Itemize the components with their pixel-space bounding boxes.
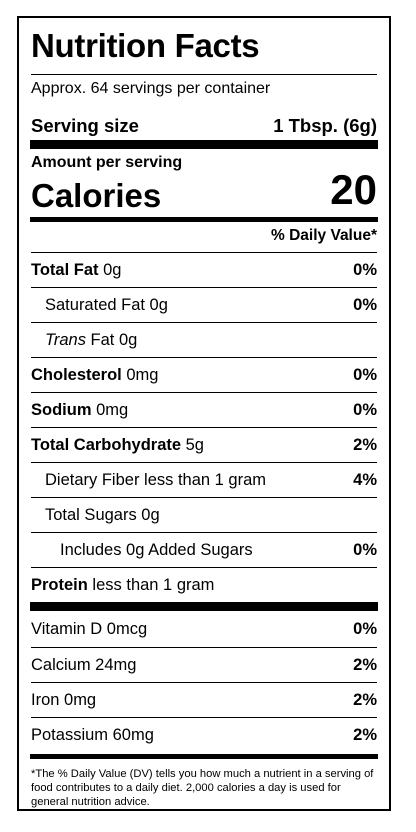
nutrient-name: Total Carbohydrate bbox=[31, 436, 182, 454]
nutrient-name: Total Fat bbox=[31, 261, 99, 279]
calories-label: Calories bbox=[31, 177, 162, 214]
nutrient-name: Total Sugars 0g bbox=[45, 506, 160, 524]
nutrient-dv: 0% bbox=[353, 296, 377, 314]
daily-value-header: % Daily Value* bbox=[271, 227, 377, 244]
nutrient-dv: 4% bbox=[353, 471, 377, 489]
divider bbox=[31, 392, 377, 393]
nutrient-name: Trans bbox=[45, 331, 86, 349]
divider bbox=[31, 462, 377, 463]
vitamin-name: Iron 0mg bbox=[31, 691, 97, 709]
nutrition-facts-label: Nutrition Facts Approx. 64 servings per … bbox=[17, 16, 391, 811]
divider bbox=[31, 567, 377, 568]
nutrient-row-added-sugars: Includes 0g Added Sugars 0% bbox=[31, 533, 377, 567]
medium-divider bbox=[30, 754, 378, 759]
divider bbox=[31, 532, 377, 533]
vitamin-dv: 2% bbox=[353, 691, 377, 709]
nutrient-amount: 0mg bbox=[91, 401, 129, 419]
nutrient-name: Cholesterol bbox=[31, 366, 122, 384]
vitamin-row-calcium: Calcium 24mg 2% bbox=[31, 648, 377, 682]
calories-value: 20 bbox=[330, 166, 377, 213]
nutrient-amount: 5g bbox=[181, 436, 204, 454]
nutrient-row-sodium: Sodium 0mg 0% bbox=[31, 393, 377, 427]
nutrient-row-saturated-fat: Saturated Fat 0g 0% bbox=[31, 288, 377, 322]
nutrient-dv: 0% bbox=[353, 261, 377, 279]
nutrient-dv: 0% bbox=[353, 366, 377, 384]
nutrient-amount: less than 1 gram bbox=[87, 576, 215, 594]
footnote: *The % Daily Value (DV) tells you how mu… bbox=[31, 768, 374, 808]
vitamin-dv: 2% bbox=[353, 656, 377, 674]
nutrient-amount: 0g bbox=[98, 261, 122, 279]
nutrient-row-protein: Protein less than 1 gram bbox=[31, 568, 377, 602]
nutrient-row-cholesterol: Cholesterol 0mg 0% bbox=[31, 358, 377, 392]
serving-size-row: Serving size 1 Tbsp. (6g) bbox=[31, 114, 377, 138]
nutrient-row-dietary-fiber: Dietary Fiber less than 1 gram 4% bbox=[31, 463, 377, 497]
divider bbox=[31, 322, 377, 323]
nutrient-dv: 0% bbox=[353, 541, 377, 559]
nutrient-row-total-carbohydrate: Total Carbohydrate 5g 2% bbox=[31, 428, 377, 462]
nutrient-row-trans-fat: Trans Fat 0g bbox=[31, 323, 377, 357]
nutrient-amount: 0mg bbox=[121, 366, 159, 384]
thick-divider bbox=[30, 140, 378, 149]
vitamin-dv: 2% bbox=[353, 726, 377, 744]
vitamin-dv: 0% bbox=[353, 620, 377, 638]
divider bbox=[31, 252, 377, 253]
divider bbox=[31, 647, 377, 648]
nutrient-row-total-fat: Total Fat 0g 0% bbox=[31, 253, 377, 287]
serving-size-label: Serving size bbox=[31, 115, 139, 136]
divider bbox=[31, 717, 377, 718]
divider bbox=[31, 74, 377, 75]
nutrient-name: Saturated Fat 0g bbox=[45, 296, 168, 314]
nutrient-name: Includes 0g Added Sugars bbox=[60, 541, 253, 559]
amount-per-serving: Amount per serving bbox=[31, 154, 183, 171]
vitamin-name: Potassium 60mg bbox=[31, 726, 154, 744]
vitamin-row-vitamin-d: Vitamin D 0mcg 0% bbox=[31, 612, 377, 646]
divider bbox=[31, 682, 377, 683]
nutrient-dv: 0% bbox=[353, 401, 377, 419]
nutrient-name: Dietary Fiber less than 1 gram bbox=[45, 471, 267, 489]
thick-divider bbox=[30, 602, 378, 611]
nutrient-row-total-sugars: Total Sugars 0g bbox=[31, 498, 377, 532]
divider bbox=[31, 287, 377, 288]
serving-size-value: 1 Tbsp. (6g) bbox=[273, 115, 377, 136]
vitamin-name: Calcium 24mg bbox=[31, 656, 137, 674]
medium-divider bbox=[30, 217, 378, 222]
vitamin-row-iron: Iron 0mg 2% bbox=[31, 683, 377, 717]
servings-per-container: Approx. 64 servings per container bbox=[31, 80, 271, 97]
nutrient-dv: 2% bbox=[353, 436, 377, 454]
nutrient-name: Protein bbox=[31, 576, 88, 594]
vitamin-name: Vitamin D 0mcg bbox=[31, 620, 148, 638]
label-title: Nutrition Facts bbox=[31, 27, 260, 64]
divider bbox=[31, 357, 377, 358]
divider bbox=[31, 427, 377, 428]
nutrient-name: Sodium bbox=[31, 401, 92, 419]
divider bbox=[31, 497, 377, 498]
vitamin-row-potassium: Potassium 60mg 2% bbox=[31, 718, 377, 752]
nutrient-amount: Fat 0g bbox=[85, 331, 138, 349]
